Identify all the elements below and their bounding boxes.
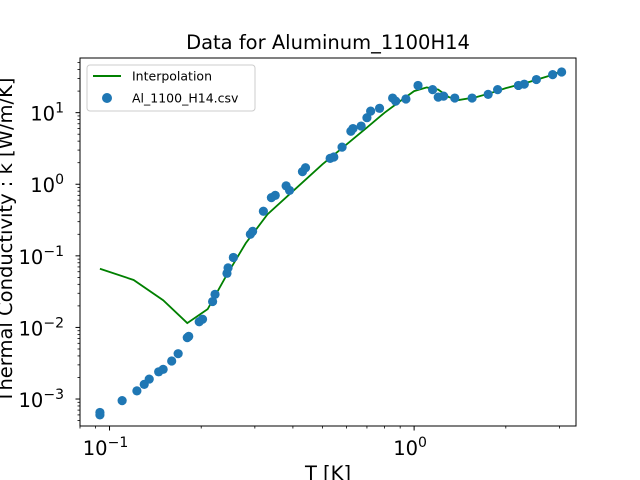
data-point [132,386,142,396]
data-point [158,364,168,374]
data-point [300,163,311,173]
data-point [519,79,529,89]
data-point [366,106,376,116]
data-point [173,349,183,359]
data-point [210,289,220,299]
y-tick-label: 101 [30,101,64,126]
data-point [117,396,127,406]
data-point [144,374,154,384]
legend-box [86,64,256,112]
y-axis-label: Thermal Conductivity : k [W/m/K] [0,78,17,404]
data-point [548,70,558,80]
data-point [208,296,218,307]
data-point [428,84,438,95]
x-tick-label: 100 [393,435,427,460]
data-point [228,252,238,263]
x-tick-label: 10−1 [83,435,129,460]
data-point [374,103,385,113]
data-point [284,185,295,196]
data-point [439,91,449,101]
data-point [531,74,541,85]
y-tick-label: 100 [30,172,64,197]
data-point [184,331,194,341]
legend-label-csv: Al_1100_H14.csv [132,91,239,106]
y-axis: 10−3 10−2 10−1 100 101 [18,62,80,421]
plot-frame [79,57,577,427]
data-point [401,94,411,104]
data-point [483,89,493,99]
data-point [493,84,503,95]
data-point [467,93,477,103]
data-point [557,67,567,77]
data-point [348,123,358,134]
legend-label-interpolation: Interpolation [132,69,212,84]
data-point [95,410,105,420]
chart-title: Data for Aluminum_1100H14 [186,31,470,54]
data-point [337,142,347,152]
legend: Interpolation Al_1100_H14.csv [86,64,256,112]
y-tick-label: 10−2 [18,315,64,340]
legend-marker-swatch [102,93,112,103]
data-point [167,356,177,366]
data-point [248,226,258,236]
data-point [356,121,366,131]
data-point [329,152,339,162]
data-point [270,190,280,200]
x-axis: 10−1 100 [79,426,560,460]
data-point [391,96,401,106]
data-points-group [95,67,567,420]
data-point [258,206,268,216]
plot-area [95,67,567,420]
data-point [223,263,233,273]
y-tick-label: 10−3 [18,387,64,412]
x-axis-label: T [K] [304,462,351,480]
data-point [413,80,423,91]
y-tick-label: 10−1 [18,244,64,269]
data-point [197,314,208,324]
data-point [450,93,460,103]
